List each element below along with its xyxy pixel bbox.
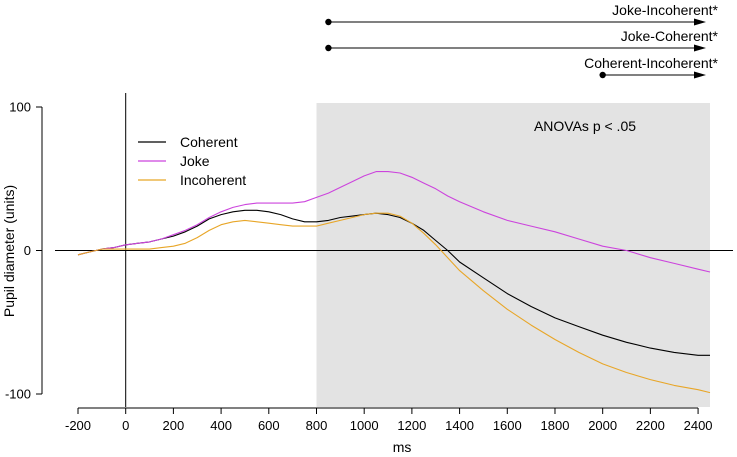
contrast-arrowhead — [694, 44, 706, 52]
series-line-joke — [77, 171, 711, 273]
series-line-incoherent — [77, 212, 711, 394]
legend: Coherent Joke Incoherent — [138, 134, 246, 188]
y-tick-label: 100 — [9, 100, 31, 115]
x-tick-label: 1400 — [445, 418, 474, 433]
series-lines — [77, 171, 711, 394]
axes: -200 0 200 400 600 800 1000 1200 1400 1600 1800 200… — [5, 100, 713, 434]
shaded-region-label: ANOVAs p < .05 — [534, 118, 636, 134]
shaded-significance-region — [316, 103, 710, 407]
x-tick-label: 800 — [306, 418, 328, 433]
contrast-label: Coherent-Incoherent* — [584, 55, 718, 71]
y-tick-label: 0 — [24, 243, 31, 258]
x-tick-label: 600 — [258, 418, 280, 433]
x-tick-label: 200 — [163, 418, 185, 433]
contrast-arrowhead — [694, 71, 706, 79]
legend-label-joke: Joke — [180, 153, 210, 169]
x-axis-title: ms — [393, 439, 412, 455]
significance-contrasts: Joke-Incoherent* Joke-Coherent* Coherent-I… — [325, 2, 719, 79]
x-tick-label: -200 — [65, 418, 91, 433]
x-tick-label: 0 — [122, 418, 129, 433]
x-tick-label: 1000 — [350, 418, 379, 433]
reference-lines — [55, 93, 733, 407]
contrast-label: Joke-Incoherent* — [612, 2, 718, 18]
x-tick-label: 1600 — [493, 418, 522, 433]
x-tick-label: 2000 — [588, 418, 617, 433]
contrast-label: Joke-Coherent* — [621, 28, 719, 44]
y-tick-label: -100 — [5, 387, 31, 402]
legend-label-incoherent: Incoherent — [180, 172, 246, 188]
x-tick-label: 2400 — [684, 418, 713, 433]
x-tick-label: 2200 — [636, 418, 665, 433]
legend-label-coherent: Coherent — [180, 134, 238, 150]
y-axis-title: Pupil diameter (units) — [1, 185, 17, 317]
contrast-arrowhead — [694, 18, 706, 26]
x-tick-label: 1200 — [397, 418, 426, 433]
x-tick-label: 400 — [210, 418, 232, 433]
x-tick-label: 1800 — [541, 418, 570, 433]
